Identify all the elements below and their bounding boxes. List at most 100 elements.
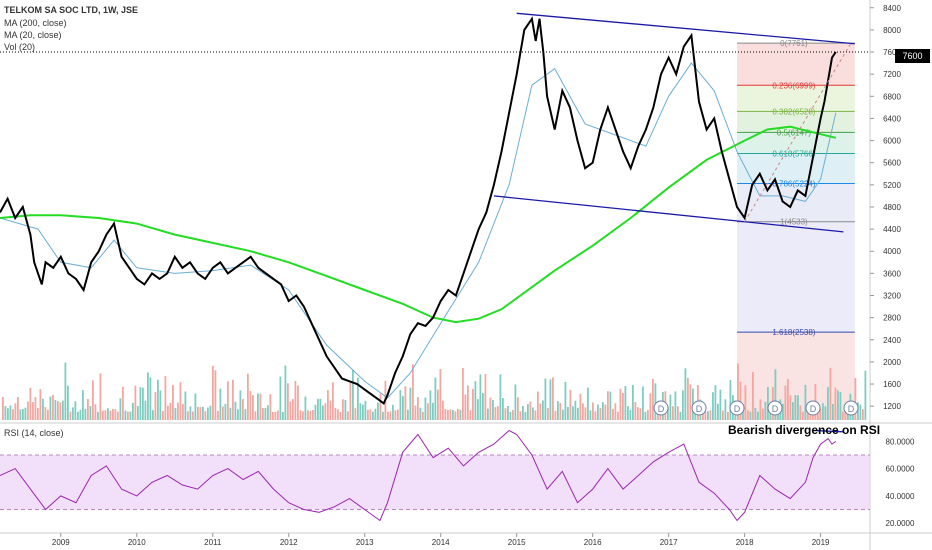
volume-bar <box>294 380 297 420</box>
volume-bar <box>349 382 352 420</box>
volume-bar <box>102 410 104 420</box>
volume-bar <box>564 381 567 420</box>
volume-bar <box>54 400 57 420</box>
volume-bar <box>609 391 612 420</box>
volume-bar <box>117 411 119 420</box>
volume-bar <box>632 384 634 420</box>
volume-bar <box>64 362 67 420</box>
volume-bar <box>272 411 274 420</box>
volume-bar <box>682 390 684 420</box>
volume-bar <box>534 410 537 420</box>
volume-bar <box>519 411 522 420</box>
volume-bar <box>647 409 649 420</box>
volume-bar <box>459 409 462 420</box>
volume-bar <box>34 397 37 420</box>
volume-bar <box>404 386 407 420</box>
price-tick-label: 2800 <box>883 314 901 323</box>
volume-bar <box>497 406 499 420</box>
volume-bar <box>577 407 579 420</box>
volume-bar <box>669 394 672 420</box>
volume-bar <box>442 400 444 420</box>
volume-bar <box>517 397 519 420</box>
volume-bar <box>544 378 547 420</box>
volume-bar <box>387 411 389 420</box>
volume-bar <box>217 411 219 420</box>
price-tick-label: 4400 <box>883 225 901 234</box>
rsi-divergence-line <box>812 429 844 433</box>
fib-zone-3 <box>737 132 855 154</box>
volume-bar <box>147 372 149 420</box>
fib-zone-1 <box>737 85 855 112</box>
volume-bar <box>327 390 329 420</box>
volume-bar <box>214 370 217 420</box>
volume-bar <box>417 397 419 420</box>
volume-bar <box>29 387 32 420</box>
fib-label-6: 1(4533) <box>780 218 808 227</box>
volume-bar <box>719 389 722 420</box>
volume-bar <box>112 409 114 420</box>
volume-bar <box>287 383 289 420</box>
volume-bar <box>649 393 652 420</box>
volume-bar <box>289 401 292 420</box>
volume-bar <box>599 408 602 420</box>
fib-label-1: 0.236(6999) <box>772 81 815 90</box>
volume-bar <box>717 403 719 420</box>
volume-bar <box>324 403 327 420</box>
volume-bar <box>817 411 819 420</box>
volume-bar <box>232 379 234 420</box>
volume-bar <box>854 377 857 420</box>
ma20-legend: MA (20, close) <box>4 30 62 40</box>
volume-bar <box>597 404 599 420</box>
volume-bar <box>674 391 677 420</box>
ma200-legend: MA (200, close) <box>4 18 67 28</box>
dividend-marker <box>843 400 859 416</box>
volume-bar <box>657 411 659 420</box>
volume-bar <box>472 389 474 420</box>
volume-bar <box>827 387 829 420</box>
volume-bar <box>492 399 494 420</box>
volume-bar <box>857 402 859 420</box>
volume-bar <box>332 382 334 420</box>
volume-bar <box>94 404 97 420</box>
volume-bar <box>589 410 592 420</box>
volume-bar <box>844 409 847 420</box>
volume-bar <box>17 396 19 420</box>
volume-bar <box>684 368 687 420</box>
volume-bar <box>304 396 307 420</box>
volume-bar <box>797 395 799 420</box>
volume-bar <box>552 377 554 420</box>
volume-bar <box>447 409 449 420</box>
volume-bar <box>292 399 294 420</box>
volume-bar <box>634 401 637 420</box>
fib-diagonal <box>744 42 852 222</box>
volume-bar <box>482 392 484 420</box>
volume-bar <box>722 410 724 420</box>
volume-bar <box>667 406 669 420</box>
dividend-marker <box>767 400 783 416</box>
volume-bar <box>129 411 132 420</box>
volume-bar <box>702 411 704 420</box>
price-tick-label: 8400 <box>883 4 901 13</box>
volume-bar <box>757 411 759 420</box>
volume-bar <box>509 411 512 420</box>
volume-bar <box>297 385 299 420</box>
volume-bar <box>299 410 302 420</box>
volume-bar <box>27 401 29 420</box>
volume-bar <box>389 411 392 420</box>
volume-bar <box>514 384 517 420</box>
price-tick-label: 1200 <box>883 402 901 411</box>
volume-bar <box>792 402 794 420</box>
volume-bar <box>184 391 187 420</box>
volume-bar <box>187 411 189 420</box>
volume-bar <box>182 403 184 420</box>
volume-bar <box>189 406 192 420</box>
volume-bar <box>4 406 7 420</box>
volume-bar <box>742 407 744 420</box>
price-line <box>0 16 837 405</box>
volume-bar <box>592 402 594 420</box>
volume-bar <box>469 410 472 420</box>
volume-bar <box>504 408 507 420</box>
channel-top-line <box>516 12 855 45</box>
volume-bar <box>822 403 824 420</box>
